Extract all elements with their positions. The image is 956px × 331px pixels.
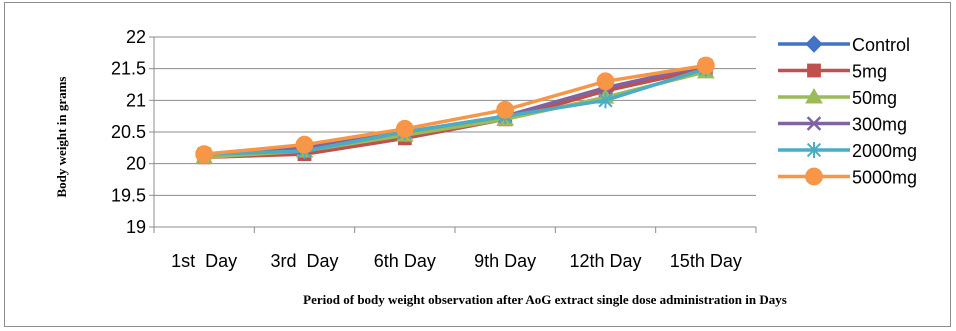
y-tick-label: 20 [126, 154, 146, 174]
marker-star [806, 142, 822, 158]
y-tick-label: 21.5 [111, 59, 146, 79]
y-tick-label: 20.5 [111, 122, 146, 142]
data-point [598, 92, 613, 109]
x-tick-label: 15th Day [670, 251, 742, 271]
y-tick-label: 21 [126, 90, 146, 110]
series-group [195, 56, 715, 165]
series-5000mg [195, 56, 715, 164]
y-tick-label: 19.5 [111, 185, 146, 205]
y-axis-title: Body weight in grams [54, 77, 69, 198]
legend: Control 5mg 50mg 300mg 2000mg 5000mg [778, 35, 917, 188]
series-300mg [196, 58, 714, 162]
legend-label: 2000mg [852, 141, 917, 161]
data-point [496, 100, 515, 119]
legend-label: 5000mg [852, 168, 917, 188]
marker-diamond [805, 35, 823, 53]
legend-entry: 50mg [778, 87, 897, 108]
marker-triangle [805, 87, 823, 104]
y-axis-ticks: 19 19.5 20 20.5 21 21.5 22 [111, 27, 146, 237]
data-point [696, 56, 715, 75]
legend-label: 50mg [852, 88, 897, 108]
x-tick-label: 3rd Day [270, 251, 338, 271]
x-axis-title: Period of body weight observation after … [303, 292, 787, 307]
x-tick-label: 9th Day [474, 251, 536, 271]
y-tick-label: 22 [126, 27, 146, 47]
legend-label: 5mg [852, 62, 887, 82]
data-point [295, 135, 314, 154]
x-axis-ticks: 1st Day 3rd Day 6th Day 9th Day 12th Day 15th… [171, 251, 742, 271]
chart-frame [4, 2, 951, 327]
x-tick-label: 12th Day [569, 251, 641, 271]
gridlines [149, 36, 757, 233]
marker-x [806, 116, 822, 131]
marker-square [807, 63, 821, 78]
x-tick-label: 1st Day [171, 251, 237, 271]
y-tick-label: 19 [126, 217, 146, 237]
series-line [204, 63, 707, 156]
x-tick-label: 6th Day [374, 251, 436, 271]
legend-entry: 2000mg [778, 141, 917, 161]
legend-label: 300mg [852, 115, 907, 135]
data-point [395, 119, 414, 138]
marker-circle [805, 167, 823, 186]
series-line [204, 66, 707, 156]
legend-entry: Control [778, 35, 910, 55]
legend-entry: 300mg [778, 115, 907, 135]
data-point [596, 72, 615, 91]
legend-label: Control [852, 35, 910, 55]
data-point [195, 145, 214, 164]
legend-entry: 5mg [778, 62, 887, 82]
legend-entry: 5000mg [778, 168, 917, 188]
